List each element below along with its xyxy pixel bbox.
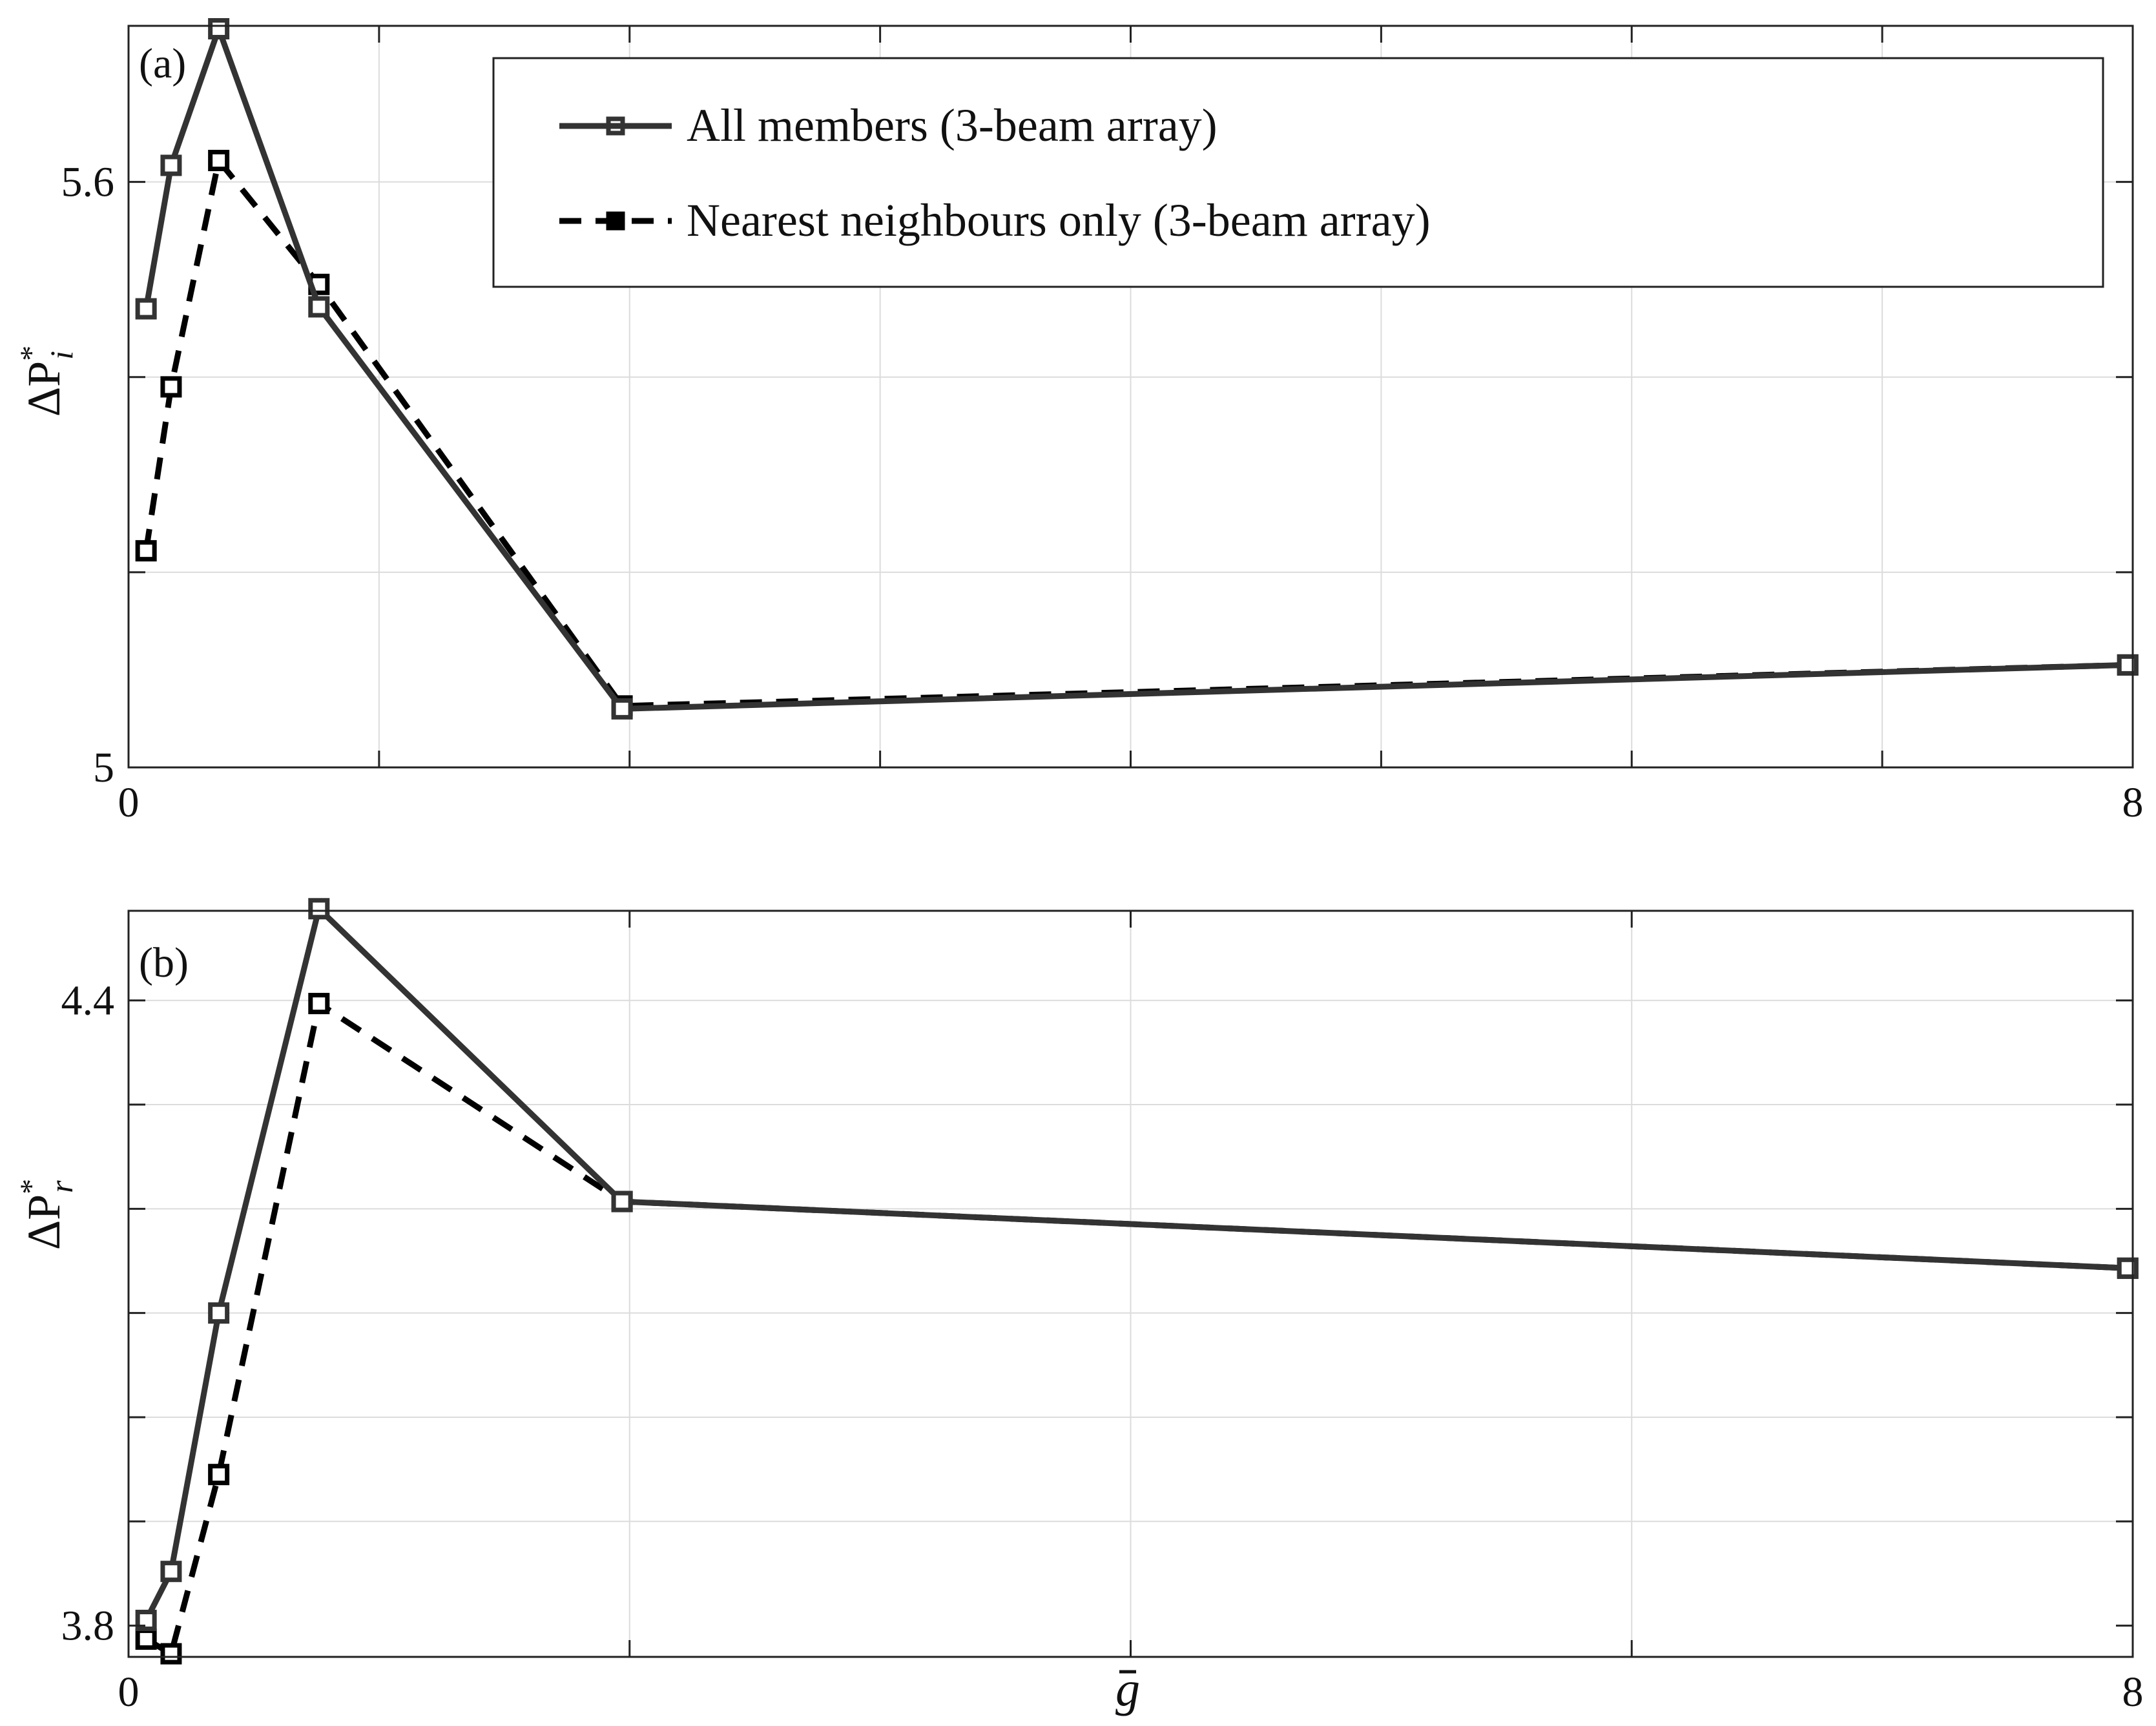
panel-b-series-line-solid [143,906,2128,1622]
panel-b-series-line-dashed [144,1001,2128,1657]
panel-a-marker-solid-1 [160,154,182,176]
legend-box [492,57,2104,288]
panel-b-ytick-label-1: 4.4 [61,977,115,1024]
panel-b: 3.8 4.4 0 8 (b) ΔP*r g [14,898,2144,1716]
panel-a-xtick-label-0: 0 [118,779,140,826]
panel-b-label: (b) [139,939,189,986]
panel-b-grid [129,911,2133,1657]
panel-a-ytick-label-0: 5 [93,744,114,791]
panel-b-marker-dashed-2 [208,1464,230,1486]
panel-b-series [135,898,2139,1665]
panel-b-xtick-label-0: 0 [118,1669,140,1716]
panel-b-xtick-label-1: 8 [2122,1669,2144,1716]
legend-marker-solid [606,116,625,136]
legend-entry-all-members: All members (3-beam array) [559,99,1218,151]
panel-a-marker-dashed-0 [135,540,157,562]
panel-a: 5 5.6 0 8 (a) ΔP*i All members (3-beam arra… [14,18,2144,826]
panel-b-marker-solid-4 [611,1191,633,1212]
legend: All members (3-beam array) Nearest neigh… [492,57,2104,288]
panel-a-marker-dashed-1 [160,376,182,398]
panel-a-marker-solid-4 [611,698,633,720]
panel-b-marker-solid-3 [308,898,330,920]
panel-a-ticks: 5 5.6 0 8 [61,26,2144,826]
panel-a-series-line-dashed [143,157,2128,709]
panel-a-marker-solid-2 [208,18,230,40]
panel-a-ytick-label-1: 5.6 [61,159,115,206]
panel-a-marker-solid-3 [308,296,330,318]
panel-a-marker-solid-0 [135,298,157,320]
panel-a-series-line-solid [143,26,2128,712]
panel-b-ytick-label-0: 3.8 [61,1603,115,1650]
panel-b-xlabel: g [1115,1662,1140,1716]
panel-b-marker-solid-1 [160,1561,182,1583]
panel-b-ylabel: ΔP*r [14,1179,79,1250]
legend-marker-dashed [606,211,625,231]
legend-label-nearest-neighbours: Nearest neighbours only (3-beam array) [687,194,1431,246]
panel-b-marker-dashed-3 [308,993,330,1015]
panel-a-marker-dashed-2 [208,149,230,171]
legend-entry-nearest-neighbours: Nearest neighbours only (3-beam array) [559,194,1431,246]
legend-label-all-members: All members (3-beam array) [687,99,1218,151]
panel-b-ticks: 3.8 4.4 0 8 [61,911,2144,1716]
panel-a-label: (a) [139,40,186,87]
panel-a-series [135,18,2139,720]
panel-a-xtick-label-1: 8 [2122,779,2144,826]
panel-b-marker-solid-0 [135,1610,157,1632]
panel-a-ylabel: ΔP*i [14,346,79,417]
panel-b-marker-dashed-1 [160,1643,182,1665]
panel-b-marker-solid-2 [208,1302,230,1324]
panel-b-marker-dashed-0 [135,1628,157,1650]
